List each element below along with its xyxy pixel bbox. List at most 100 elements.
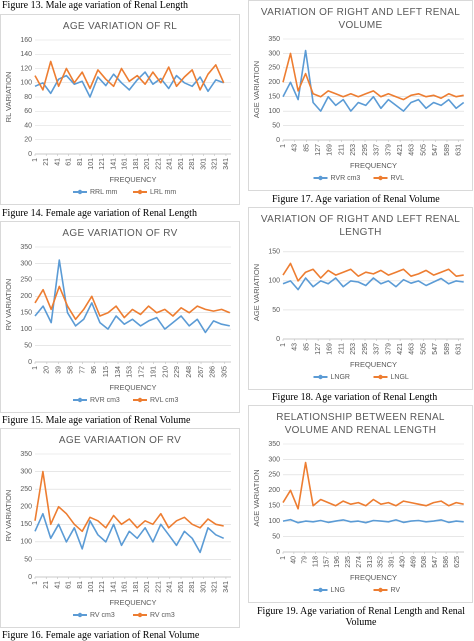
x-tick-label: 121 — [99, 581, 106, 593]
x-tick-label: 157 — [323, 556, 330, 568]
y-tick-label: 150 — [268, 249, 280, 256]
y-tick-label: 50 — [24, 556, 32, 563]
y-tick-label: 150 — [268, 94, 280, 101]
legend-marker — [77, 397, 83, 403]
x-tick-label: 505 — [420, 343, 427, 355]
data-line — [282, 52, 464, 101]
x-tick-label: 141 — [110, 581, 117, 593]
x-tick-label: 211 — [338, 144, 345, 155]
y-tick-label: 0 — [276, 549, 280, 556]
y-tick-label: 200 — [268, 487, 280, 494]
x-tick-label: 241 — [167, 581, 174, 593]
x-tick-label: 85 — [303, 144, 310, 152]
y-tick-label: 250 — [268, 65, 280, 72]
x-tick-label: 181 — [133, 581, 140, 593]
y-tick-label: 120 — [20, 65, 32, 72]
y-tick-label: 50 — [24, 342, 32, 349]
x-tick-label: 161 — [122, 158, 129, 170]
chart-title: VARIATION OF RIGHT AND LEFT RENAL LENGTH — [260, 214, 461, 238]
y-tick-label: 200 — [20, 504, 32, 511]
data-line — [282, 277, 464, 291]
x-tick-label: 21 — [43, 158, 50, 166]
caption: Figure 19. Age variation of Renal Length… — [256, 606, 465, 628]
x-tick-label: 196 — [334, 556, 341, 568]
data-line — [34, 60, 225, 91]
x-tick-label: 253 — [350, 343, 357, 355]
x-tick-label: 463 — [409, 343, 416, 355]
y-tick-label: 350 — [268, 36, 280, 43]
x-tick-label: 421 — [397, 144, 404, 156]
y-tick-label: 300 — [268, 50, 280, 57]
x-tick-label: 1 — [280, 556, 287, 560]
chart-title: RELATIONSHIP BETWEEN RENAL VOLUME AND RE… — [276, 412, 445, 436]
legend-label: LNGR — [331, 374, 350, 381]
legend-label: RV cm3 — [150, 612, 175, 619]
legend-label: RVL cm3 — [150, 397, 179, 404]
x-tick-label: 337 — [374, 144, 381, 156]
y-axis-label: RV VARIATION — [4, 279, 13, 331]
y-tick-label: 350 — [268, 441, 280, 448]
y-tick-label: 350 — [20, 244, 32, 251]
x-tick-label: 463 — [409, 144, 416, 156]
y-tick-label: 50 — [272, 122, 280, 129]
data-line — [282, 262, 464, 282]
x-tick-label: 211 — [338, 343, 345, 354]
x-tick-label: 201 — [144, 158, 151, 170]
y-tick-label: 0 — [28, 359, 32, 366]
legend-marker — [77, 189, 83, 195]
legend-label: LNG — [331, 587, 345, 594]
x-tick-label: 221 — [155, 581, 162, 593]
y-tick-label: 0 — [28, 574, 32, 581]
chart-title: AGE VARIATION OF RV — [62, 228, 178, 239]
caption: Figure 14. Female age variation of Renal… — [2, 208, 197, 219]
x-tick-label: 58 — [67, 366, 74, 374]
x-tick-label: 1 — [280, 343, 287, 347]
y-tick-label: 150 — [20, 521, 32, 528]
plot: 0 50 100 150 1 43 85 127 169 211 253 295 337 379 421 46… — [252, 249, 464, 381]
x-tick-label: 391 — [389, 556, 396, 568]
y-tick-label: 160 — [20, 37, 32, 44]
y-axis-label: AGE VARIATION — [252, 61, 261, 118]
y-tick-label: 100 — [268, 278, 280, 285]
data-line — [34, 470, 224, 533]
legend-marker — [137, 397, 143, 403]
y-tick-label: 60 — [24, 108, 32, 115]
data-line — [282, 49, 465, 112]
x-tick-label: 191 — [150, 366, 157, 378]
legend-label: RV — [391, 587, 401, 594]
x-tick-label: 153 — [127, 366, 134, 378]
caption: Figure 13. Male age variation of Renal L… — [2, 0, 189, 11]
plot: 0 50 100 150 200 250 300 350 1 43 85 127 169 211 253 29… — [252, 36, 465, 182]
x-tick-label: 281 — [189, 581, 196, 593]
x-tick-label: 101 — [88, 158, 95, 170]
x-tick-label: 172 — [139, 366, 146, 378]
plot: 0 50 100 150 200 250 300 350 1 20 39 58 77 96 115 134 15… — [4, 244, 231, 404]
x-tick-label: 77 — [79, 366, 86, 374]
x-tick-label: 286 — [210, 366, 217, 378]
data-line — [34, 259, 230, 334]
y-tick-label: 100 — [20, 539, 32, 546]
x-tick-label: 295 — [362, 144, 369, 156]
x-tick-label: 85 — [303, 343, 310, 351]
x-tick-label: 221 — [155, 158, 162, 170]
x-axis-label: FREQUENCY — [350, 360, 397, 369]
x-tick-label: 321 — [212, 581, 219, 593]
y-axis-label: AGE VARIATION — [252, 264, 261, 321]
x-tick-label: 115 — [103, 366, 110, 377]
x-tick-label: 81 — [77, 581, 84, 589]
x-tick-label: 589 — [444, 144, 451, 156]
x-tick-label: 301 — [200, 581, 207, 593]
caption: Figure 18. Age variation of Renal Length — [272, 392, 438, 403]
x-tick-label: 41 — [54, 158, 61, 166]
x-tick-label: 547 — [432, 144, 439, 156]
legend-marker — [378, 374, 383, 380]
y-tick-label: 0 — [276, 336, 280, 343]
x-tick-label: 229 — [174, 366, 181, 378]
x-tick-label: 253 — [350, 144, 357, 156]
x-tick-label: 547 — [432, 343, 439, 355]
chart: VARIATION OF RIGHT AND LEFT RENAL VOLUME… — [248, 0, 473, 191]
y-axis-label: RV VARIATION — [4, 490, 13, 542]
x-tick-label: 169 — [327, 343, 334, 355]
x-axis-label: FREQUENCY — [109, 383, 156, 392]
x-tick-label: 625 — [454, 556, 461, 568]
